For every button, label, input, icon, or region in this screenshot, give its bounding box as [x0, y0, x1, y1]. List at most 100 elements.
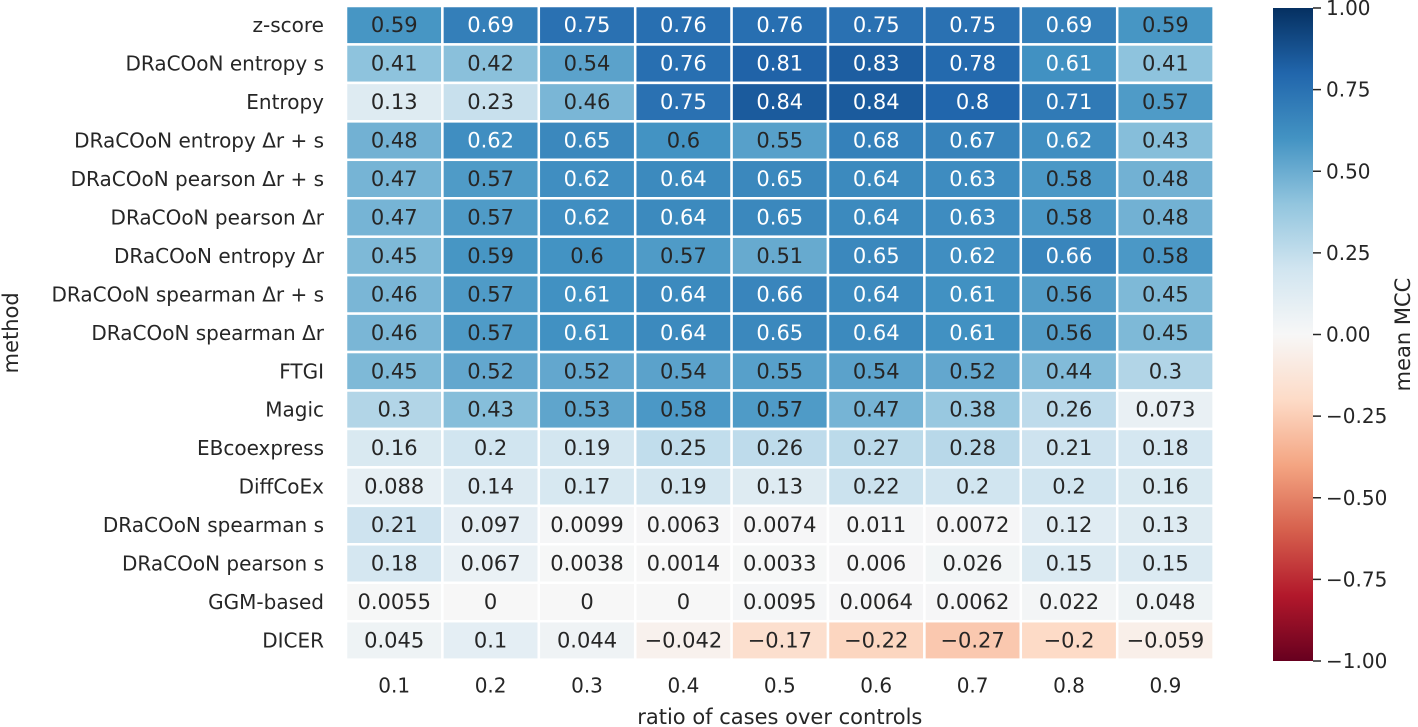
cell-value-label: 0.57 [467, 167, 514, 191]
heatmap-cell [826, 543, 926, 584]
cell-value-label: 0.64 [660, 167, 707, 191]
cell-value-label: 0.66 [1046, 244, 1093, 268]
heatmap-cell [730, 273, 830, 315]
cell-value-label: 0.84 [853, 90, 900, 114]
heatmap-cell [344, 235, 444, 277]
cell-value-label: 0.78 [949, 52, 996, 76]
colorbar-tick-label: 0.00 [1326, 323, 1371, 347]
heatmap-cell [633, 350, 733, 392]
cell-value-label: 0.62 [564, 167, 611, 191]
cell-value-label: 0 [484, 590, 497, 614]
cell-value-label: 0.58 [660, 398, 707, 422]
colorbar-tick-label: −0.50 [1326, 486, 1387, 510]
y-axis-tick-labels: z-score DRaCOoN entropy s Entropy DRaCOoN e… [52, 13, 325, 652]
cell-value-label: 0.18 [371, 552, 418, 576]
cell-value-label: 0.59 [1142, 13, 1189, 37]
heatmap-cell [344, 197, 444, 238]
cell-value-label: 0.54 [564, 52, 611, 76]
cell-value-label: 0.48 [1142, 205, 1189, 229]
heatmap-cell [826, 197, 926, 238]
heatmap-cell [633, 81, 733, 123]
cell-value-label: 0.58 [1046, 167, 1093, 191]
heatmap-cell [826, 350, 926, 392]
heatmap-cell [344, 273, 444, 315]
cell-value-label: 0.19 [564, 436, 611, 460]
colorbar [1273, 8, 1313, 661]
cell-value-label: 0.2 [956, 475, 989, 499]
cell-value-label: 0.75 [660, 90, 707, 114]
cell-value-label: 0.38 [949, 398, 996, 422]
cell-value-label: 0.57 [467, 282, 514, 306]
cell-value-label: 0.68 [853, 129, 900, 153]
cell-value-label: 0.28 [949, 436, 996, 460]
cell-value-label: 0.46 [564, 90, 611, 114]
cell-value-label: 0.3 [377, 398, 410, 422]
heatmap-cell [923, 581, 1023, 623]
cell-value-label: 0.3 [1149, 359, 1182, 383]
cell-value-label: 0.75 [564, 13, 611, 37]
cell-value-label: 0.58 [1046, 205, 1093, 229]
colorbar-label: mean MCC [1391, 278, 1415, 392]
cell-value-label: 0.0072 [936, 513, 1009, 537]
cell-value-label: 0.62 [564, 205, 611, 229]
cell-value-label: 0.0099 [550, 513, 623, 537]
heatmap-cell [826, 312, 926, 354]
colorbar-tick-label: −0.25 [1326, 404, 1387, 428]
cell-value-label: 0.54 [853, 359, 900, 383]
cell-value-label: 0.65 [853, 244, 900, 268]
cell-value-label: 0.048 [1135, 590, 1195, 614]
cell-value-label: 0.026 [943, 552, 1003, 576]
cell-value-label: 0.55 [756, 129, 803, 153]
cell-value-label: 0.48 [371, 129, 418, 153]
colorbar-tick-label: 0.50 [1326, 159, 1371, 183]
cell-value-label: 0.65 [564, 129, 611, 153]
cell-value-label: 0.22 [853, 475, 900, 499]
cell-value-label: −0.059 [1127, 628, 1205, 652]
cell-value-label: 0.43 [467, 398, 514, 422]
heatmap-cell [826, 273, 926, 315]
cell-value-label: 0 [580, 590, 593, 614]
cell-value-label: 0.16 [371, 436, 418, 460]
cell-value-label: 0.45 [1142, 321, 1189, 345]
heatmap-cell [633, 273, 733, 315]
heatmap-cell [1019, 350, 1119, 392]
heatmap-cell [923, 312, 1023, 354]
heatmap-cell [537, 197, 637, 238]
heatmap-cell [1115, 120, 1215, 162]
cell-value-label: 0.61 [564, 282, 611, 306]
cell-value-label: 0.45 [371, 359, 418, 383]
cell-value-label: 0.13 [371, 90, 418, 114]
cell-value-label: 0.51 [756, 244, 803, 268]
heatmap-cell [344, 619, 444, 661]
heatmap-cell [344, 543, 444, 584]
cell-value-label: 0.16 [1142, 475, 1189, 499]
y-tick-label: DRaCOoN pearson s [122, 552, 324, 576]
heatmap-cell [1115, 619, 1215, 661]
y-tick-label: z-score [253, 13, 324, 37]
heatmap-cell [730, 504, 830, 546]
cell-value-label: 0.0062 [936, 590, 1009, 614]
heatmap-cell [730, 427, 830, 469]
heatmap-cell [923, 235, 1023, 277]
cell-value-label: 0.43 [1142, 129, 1189, 153]
heatmap-cell [1019, 543, 1119, 584]
cell-value-label: 0.27 [853, 436, 900, 460]
cell-value-label: 0.84 [756, 90, 803, 114]
heatmap-cell [633, 120, 733, 162]
cell-value-label: 0.097 [461, 513, 521, 537]
cell-value-label: 0.76 [660, 13, 707, 37]
heatmap-cell [633, 581, 733, 623]
heatmap-cell [1019, 43, 1119, 85]
heatmap-cell [1115, 158, 1215, 200]
heatmap-cell [344, 312, 444, 354]
cell-value-label: 0.18 [1142, 436, 1189, 460]
cell-value-label: 0.62 [1046, 129, 1093, 153]
cell-value-label: 0.61 [949, 321, 996, 345]
cell-value-label: 0.0014 [647, 552, 720, 576]
cell-value-label: 0.59 [371, 13, 418, 37]
heatmap-cell [344, 350, 444, 392]
cell-value-label: 0.47 [371, 205, 418, 229]
cell-value-label: 0.6 [667, 129, 700, 153]
cell-value-label: 0.6 [570, 244, 603, 268]
